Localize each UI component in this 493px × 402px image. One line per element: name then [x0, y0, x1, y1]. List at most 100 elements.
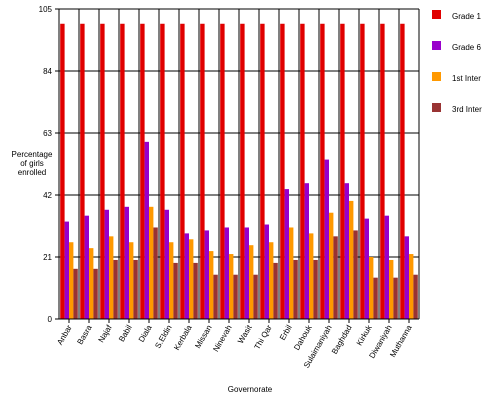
legend-label: Grade 6	[452, 43, 481, 52]
x-tick-label: Missan	[193, 324, 213, 350]
bar-3rd-inter	[233, 274, 238, 319]
bar-3rd-inter	[273, 262, 278, 319]
bar-1st-inter	[69, 242, 74, 319]
legend-swatch	[432, 41, 441, 50]
bar-1st-inter	[109, 236, 114, 319]
bar-1st-inter	[169, 242, 174, 319]
x-tick-label: Basra	[75, 323, 94, 346]
bar-grade-1	[380, 23, 385, 320]
bar-3rd-inter	[413, 274, 418, 319]
bar-1st-inter	[309, 233, 314, 319]
bar-grade-6	[144, 141, 149, 319]
y-tick-label: 21	[43, 253, 52, 262]
y-axis-label-line: of girls	[20, 159, 44, 168]
bar-grade-6	[404, 236, 409, 319]
bar-1st-inter	[249, 245, 254, 319]
legend-item-3rd-inter: 3rd Inter	[432, 103, 492, 134]
bar-1st-inter	[189, 239, 194, 319]
bar-grade-1	[60, 23, 65, 320]
bar-3rd-inter	[133, 259, 138, 319]
bar-grade-1	[320, 23, 325, 320]
legend-item-1st-inter: 1st Inter	[432, 72, 492, 103]
bar-3rd-inter	[293, 259, 298, 319]
legend-item-grade-1: Grade 1	[432, 10, 492, 41]
y-tick-label: 42	[43, 191, 52, 200]
bar-grade-1	[400, 23, 405, 320]
x-tick-label: Erbil	[278, 323, 294, 342]
bar-grade-1	[220, 23, 225, 320]
bar-3rd-inter	[73, 268, 78, 319]
legend-label: 3rd Inter	[452, 105, 482, 114]
bar-grade-1	[80, 23, 85, 320]
bar-grade-6	[224, 227, 229, 319]
bar-1st-inter	[329, 212, 334, 319]
y-axis-label-line: enrolled	[17, 168, 47, 177]
bar-3rd-inter	[213, 274, 218, 319]
bar-grade-6	[164, 209, 169, 319]
bar-3rd-inter	[313, 259, 318, 319]
bar-grade-6	[364, 218, 369, 319]
bar-3rd-inter	[353, 230, 358, 319]
x-tick-label: Kerbala	[172, 323, 194, 352]
bar-grade-1	[140, 23, 145, 320]
bar-grade-6	[324, 159, 329, 319]
bar-grade-1	[360, 23, 365, 320]
legend-item-grade-6: Grade 6	[432, 41, 492, 72]
x-tick-label: Ninevah	[211, 324, 233, 354]
bar-grade-1	[280, 23, 285, 320]
legend-swatch	[432, 103, 441, 112]
bar-1st-inter	[409, 254, 414, 319]
bar-grade-6	[204, 230, 209, 319]
y-tick-label: 0	[48, 315, 53, 324]
bar-1st-inter	[229, 254, 234, 319]
bar-1st-inter	[149, 206, 154, 319]
bar-3rd-inter	[333, 236, 338, 319]
bar-3rd-inter	[373, 277, 378, 319]
x-tick-label: Anbar	[55, 323, 74, 346]
bar-grade-1	[180, 23, 185, 320]
bar-1st-inter	[349, 200, 354, 319]
x-tick-label: Kirkuk	[355, 323, 374, 348]
bar-1st-inter	[289, 227, 294, 319]
legend-label: Grade 1	[452, 12, 481, 21]
bar-grade-6	[184, 233, 189, 319]
legend-label: 1st Inter	[452, 74, 481, 83]
bar-grade-6	[344, 183, 349, 319]
y-tick-label: 84	[43, 67, 52, 76]
bar-3rd-inter	[93, 268, 98, 319]
legend-swatch	[432, 72, 441, 81]
bar-1st-inter	[89, 248, 94, 319]
x-tick-label: Najaf	[97, 323, 115, 344]
bar-grade-6	[104, 209, 109, 319]
bar-1st-inter	[369, 257, 374, 319]
x-tick-label: Babil	[117, 323, 134, 343]
x-tick-label: Wasit	[236, 323, 254, 345]
bar-grade-1	[300, 23, 305, 320]
bar-grade-6	[84, 215, 89, 319]
bar-grade-6	[384, 215, 389, 319]
bar-1st-inter	[209, 251, 214, 319]
bar-grade-6	[264, 224, 269, 319]
legend: Grade 1 Grade 6 1st Inter 3rd Inter	[432, 10, 492, 134]
bar-grade-1	[200, 23, 205, 320]
y-axis-label: Percentage of girls enrolled	[2, 150, 62, 177]
bar-3rd-inter	[113, 259, 118, 319]
legend-swatch	[432, 10, 441, 19]
bar-grade-6	[284, 189, 289, 319]
x-tick-label: Dahouk	[292, 323, 314, 352]
y-axis-label-line: Percentage	[11, 150, 53, 159]
x-tick-label: Thi Qar	[253, 323, 274, 351]
y-tick-label: 105	[39, 5, 53, 14]
x-tick-label: Diala	[137, 323, 154, 344]
bar-1st-inter	[389, 259, 394, 319]
bar-1st-inter	[129, 242, 134, 319]
bar-grade-1	[340, 23, 345, 320]
bar-3rd-inter	[153, 227, 158, 319]
bar-grade-6	[64, 221, 69, 319]
x-axis-label: Governorate	[227, 385, 273, 394]
bar-1st-inter	[269, 242, 274, 319]
bar-grade-1	[260, 23, 265, 320]
bar-grade-1	[120, 23, 125, 320]
bar-3rd-inter	[173, 262, 178, 319]
